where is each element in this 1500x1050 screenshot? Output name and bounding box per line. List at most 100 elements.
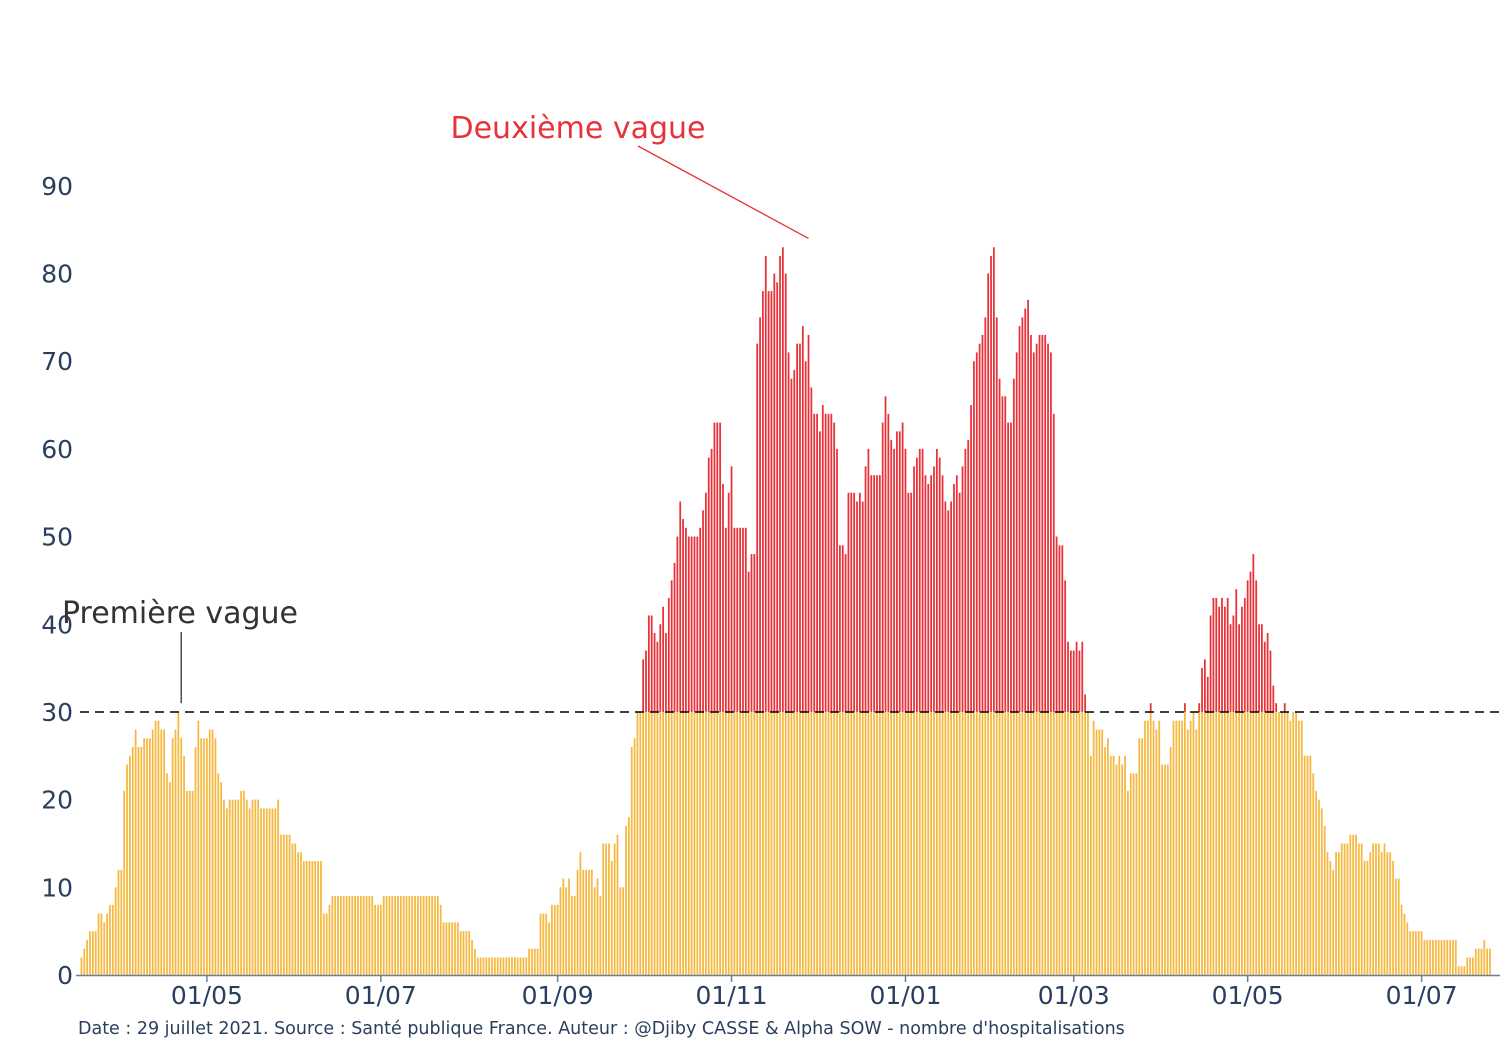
- bar-below-threshold: [645, 711, 647, 975]
- bar-above-threshold: [716, 422, 719, 712]
- bar-below-threshold: [217, 773, 220, 975]
- bar-below-threshold: [208, 729, 211, 975]
- bar-below-threshold: [1417, 931, 1420, 975]
- bar-below-threshold: [687, 711, 690, 975]
- bar-above-threshold: [810, 387, 813, 712]
- bar-above-threshold: [1184, 703, 1186, 712]
- bar-below-threshold: [1315, 790, 1317, 975]
- bar-below-threshold: [491, 957, 493, 975]
- bar-below-threshold: [513, 957, 516, 975]
- bar-below-threshold: [873, 711, 876, 975]
- bar-below-threshold: [839, 711, 841, 975]
- bar-below-threshold: [1363, 861, 1366, 975]
- bar-below-threshold: [265, 808, 268, 975]
- bar-above-threshold: [1078, 650, 1081, 712]
- bar-below-threshold: [647, 711, 650, 975]
- bar-above-threshold: [833, 422, 836, 712]
- bar-below-threshold: [784, 711, 787, 975]
- y-tick-label: 60: [41, 435, 73, 464]
- bar-above-threshold: [821, 405, 824, 712]
- bar-above-threshold: [1064, 580, 1067, 712]
- bar-below-threshold: [533, 948, 536, 975]
- bar-above-threshold: [1258, 624, 1260, 712]
- bar-above-threshold: [918, 448, 921, 712]
- bar-above-threshold: [824, 413, 827, 712]
- bar-above-threshold: [1275, 703, 1278, 712]
- bar-below-threshold: [1460, 966, 1463, 975]
- bar-above-threshold: [935, 448, 938, 712]
- bar-above-threshold: [779, 255, 781, 712]
- bar-below-threshold: [1255, 711, 1258, 975]
- bar-above-threshold: [807, 334, 810, 712]
- bar-below-threshold: [1352, 834, 1355, 975]
- bar-above-threshold: [710, 448, 713, 712]
- bar-above-threshold: [990, 255, 992, 712]
- bar-below-threshold: [1366, 861, 1369, 975]
- bar-below-threshold: [91, 931, 94, 975]
- bar-below-threshold: [1320, 808, 1323, 975]
- bar-below-threshold: [109, 904, 111, 975]
- bar-below-threshold: [331, 896, 334, 975]
- bar-below-threshold: [171, 738, 174, 975]
- bar-above-threshold: [1206, 676, 1209, 712]
- bar-below-threshold: [562, 878, 565, 975]
- bar-below-threshold: [1329, 861, 1332, 975]
- bar-below-threshold: [625, 825, 627, 975]
- bar-below-threshold: [916, 711, 918, 975]
- bar-above-threshold: [813, 413, 816, 712]
- bar-below-threshold: [1420, 931, 1423, 975]
- bar-below-threshold: [445, 922, 448, 975]
- bar-above-threshold: [687, 536, 690, 712]
- bar-below-threshold: [382, 896, 385, 975]
- bar-below-threshold: [488, 957, 491, 975]
- bar-below-threshold: [1252, 711, 1255, 975]
- bar-below-threshold: [790, 711, 793, 975]
- bar-below-threshold: [1078, 711, 1081, 975]
- bar-below-threshold: [1263, 711, 1266, 975]
- bar-below-threshold: [1372, 843, 1374, 975]
- bar-below-threshold: [451, 922, 453, 975]
- bar-above-threshold: [1215, 597, 1218, 712]
- bar-below-threshold: [482, 957, 485, 975]
- bar-below-threshold: [465, 931, 468, 975]
- bar-below-threshold: [953, 711, 955, 975]
- bar-below-threshold: [793, 711, 796, 975]
- bar-above-threshold: [670, 580, 673, 712]
- bar-below-threshold: [100, 913, 103, 975]
- bar-above-threshold: [847, 492, 850, 712]
- bar-above-threshold: [867, 448, 870, 712]
- bar-below-threshold: [938, 711, 941, 975]
- bar-above-threshold: [645, 650, 647, 712]
- bar-below-threshold: [285, 834, 288, 975]
- bar-below-threshold: [918, 711, 921, 975]
- bar-below-threshold: [1161, 764, 1163, 975]
- bar-below-threshold: [947, 711, 950, 975]
- bar-below-threshold: [653, 711, 656, 975]
- bar-below-threshold: [935, 711, 938, 975]
- bar-above-threshold: [1072, 650, 1075, 712]
- bar-above-threshold: [650, 615, 653, 712]
- bar-below-threshold: [836, 711, 838, 975]
- bar-below-threshold: [1166, 764, 1169, 975]
- bar-above-threshold: [881, 422, 884, 712]
- bar-above-threshold: [1232, 615, 1235, 712]
- bar-above-threshold: [1038, 334, 1041, 712]
- bar-below-threshold: [334, 896, 337, 975]
- bar-above-threshold: [864, 466, 867, 712]
- bar-below-threshold: [1392, 861, 1394, 975]
- bar-below-threshold: [1109, 755, 1112, 975]
- bar-below-threshold: [499, 957, 502, 975]
- bar-below-threshold: [827, 711, 830, 975]
- bar-below-threshold: [847, 711, 850, 975]
- bar-above-threshold: [719, 422, 722, 712]
- x-tick-label: 01/01: [869, 981, 941, 1010]
- bar-below-threshold: [796, 711, 799, 975]
- bar-below-threshold: [166, 773, 168, 975]
- bar-below-threshold: [1349, 834, 1352, 975]
- bar-below-threshold: [679, 711, 682, 975]
- bar-below-threshold: [168, 782, 171, 975]
- bar-below-threshold: [690, 711, 693, 975]
- bar-below-threshold: [813, 711, 816, 975]
- bar-below-threshold: [245, 799, 248, 975]
- bar-below-threshold: [479, 957, 482, 975]
